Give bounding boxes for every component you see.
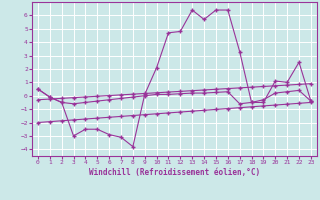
X-axis label: Windchill (Refroidissement éolien,°C): Windchill (Refroidissement éolien,°C) <box>89 168 260 177</box>
